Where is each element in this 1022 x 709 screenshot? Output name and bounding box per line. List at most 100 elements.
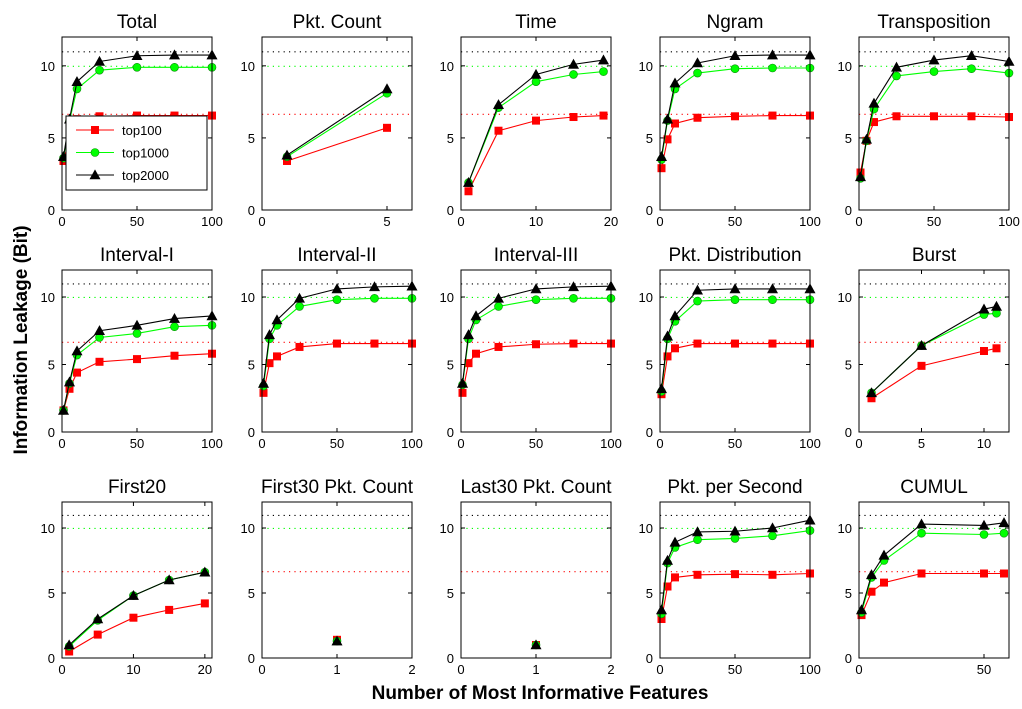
- series-top2000: [530, 639, 542, 650]
- axes-frame: [460, 269, 612, 433]
- data-point: [860, 133, 873, 144]
- data-point: [129, 613, 138, 622]
- panel-last30-pkt-count: Last30 Pkt. Count 0 1 2 0 5 10: [440, 477, 615, 677]
- series-line: [262, 343, 412, 393]
- data-point: [127, 589, 139, 600]
- data-point: [273, 352, 281, 361]
- data-point: [257, 377, 270, 388]
- y-tick-label: 10: [440, 290, 454, 305]
- y-tick-label: 0: [248, 425, 255, 440]
- series-top100: [856, 112, 1013, 177]
- y-axis-title: Information Leakage (Bit): [11, 225, 32, 454]
- data-point: [530, 283, 542, 294]
- x-tick-label: 10: [126, 662, 140, 677]
- series-top1000: [282, 88, 392, 161]
- panel-title: Interval-I: [100, 245, 174, 266]
- y-tick-label: 10: [440, 521, 454, 536]
- data-point: [730, 295, 740, 305]
- y-tick-label: 5: [646, 131, 653, 146]
- panel-title: Transposition: [877, 12, 990, 33]
- data-point: [456, 377, 469, 388]
- y-tick-label: 5: [646, 358, 653, 373]
- data-point: [263, 329, 276, 340]
- series-line: [660, 572, 811, 620]
- data-point: [133, 355, 141, 364]
- panel-title: Time: [515, 12, 557, 33]
- x-tick-label: 50: [977, 662, 991, 677]
- data-point: [333, 339, 341, 348]
- panel-pkt-count: Pkt. Count 0 5 0 5 10: [241, 12, 413, 229]
- axes-frame: [61, 36, 213, 211]
- data-point: [729, 525, 741, 536]
- series-top2000: [655, 49, 816, 161]
- series-line: [871, 347, 997, 399]
- y-tick-label: 5: [845, 131, 852, 146]
- axes-frame: [61, 501, 213, 659]
- data-point: [472, 349, 480, 358]
- y-tick-label: 0: [248, 203, 255, 218]
- data-point: [693, 570, 702, 579]
- data-point: [494, 302, 503, 311]
- x-tick-label: 0: [656, 662, 663, 677]
- y-tick-label: 5: [48, 586, 55, 601]
- data-point: [168, 312, 181, 323]
- series-top100: [657, 111, 814, 173]
- data-point: [663, 352, 672, 361]
- x-tick-label: 10: [977, 436, 991, 451]
- panel-time: Time 0 10 20 0 5 10: [440, 12, 619, 229]
- data-point: [915, 339, 928, 350]
- data-point: [980, 347, 988, 355]
- x-tick-label: 100: [401, 436, 423, 451]
- y-tick-label: 10: [639, 290, 653, 305]
- y-tick-label: 5: [447, 358, 454, 373]
- series-top100: [857, 569, 1008, 620]
- series-line: [859, 68, 1010, 179]
- data-point: [170, 351, 179, 360]
- panel-interval-i: Interval-I 0 50 100 0 5 10: [41, 245, 223, 451]
- series-top100: [59, 349, 216, 415]
- data-point: [890, 61, 903, 72]
- panel-interval-iii: Interval-III 0 50 100 0 5 10: [440, 245, 622, 451]
- data-point: [992, 344, 1001, 353]
- data-point: [998, 517, 1010, 528]
- y-tick-label: 5: [447, 586, 454, 601]
- data-point: [731, 339, 739, 348]
- axes-frame: [858, 269, 1010, 433]
- data-point: [661, 113, 674, 124]
- y-tick-label: 10: [241, 59, 255, 74]
- data-point: [57, 404, 70, 415]
- x-tick-label: 5: [383, 214, 390, 229]
- data-point: [531, 295, 541, 305]
- panel-title: Interval-III: [494, 245, 578, 266]
- data-point: [530, 639, 542, 650]
- axes-frame: [460, 501, 612, 659]
- data-point: [92, 613, 104, 624]
- axes-frame: [659, 36, 811, 211]
- x-tick-label: 50: [330, 436, 344, 451]
- y-tick-label: 5: [48, 358, 55, 373]
- data-point: [693, 68, 702, 78]
- data-point: [95, 65, 104, 75]
- data-point: [532, 340, 540, 349]
- y-tick-label: 0: [646, 425, 653, 440]
- data-point: [63, 639, 75, 650]
- series-line: [660, 115, 810, 169]
- legend-item-top1000: top1000: [76, 146, 169, 161]
- series-top100: [283, 123, 391, 165]
- data-point: [915, 518, 928, 529]
- data-point: [569, 113, 578, 122]
- series-top2000: [57, 310, 218, 415]
- y-tick-label: 5: [248, 586, 255, 601]
- x-tick-label: 100: [201, 436, 223, 451]
- y-tick-label: 5: [48, 131, 55, 146]
- data-point: [458, 388, 467, 397]
- series-top2000: [855, 517, 1010, 615]
- data-point: [532, 116, 540, 125]
- data-point: [131, 50, 143, 61]
- panel-title: Burst: [912, 245, 957, 266]
- data-point: [470, 310, 482, 321]
- data-point: [768, 295, 777, 305]
- legend-marker: [91, 126, 99, 134]
- x-tick-label: 100: [799, 214, 821, 229]
